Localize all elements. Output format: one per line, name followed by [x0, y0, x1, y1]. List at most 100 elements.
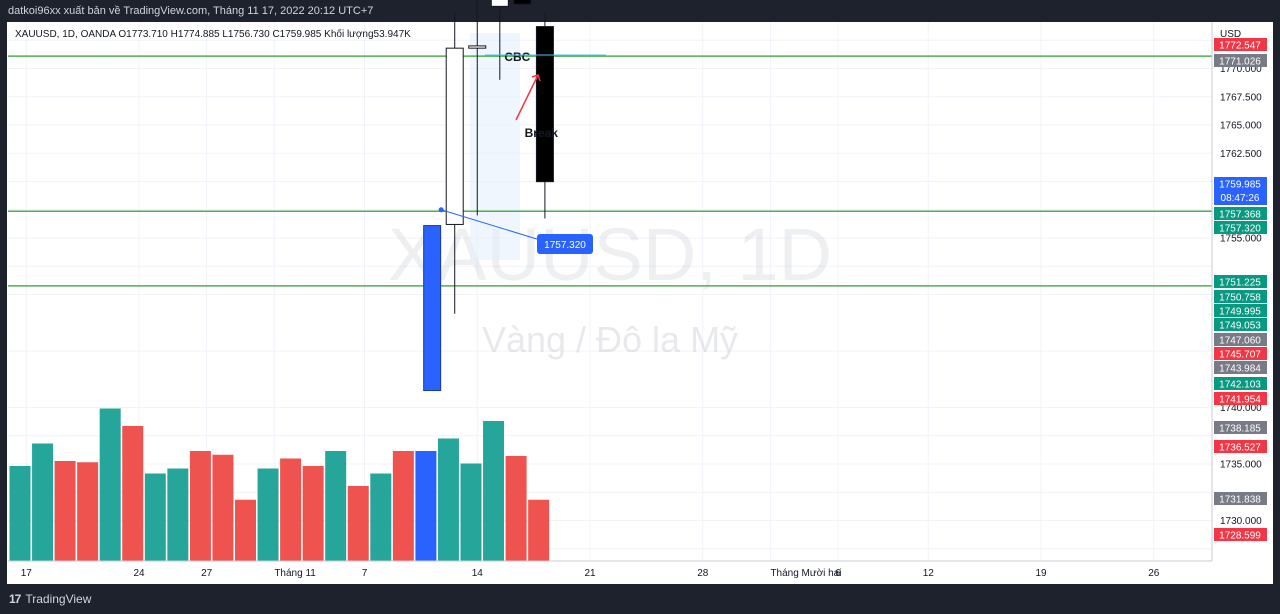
- time-tick-label: 17: [21, 568, 33, 579]
- volume-bar: [437, 438, 459, 561]
- callout-label: 1757.320: [544, 240, 586, 251]
- price-label-tag: [1214, 304, 1267, 317]
- watermark: XAUUSD, 1D Vàng / Đô la Mỹ: [388, 213, 832, 360]
- volume-bar: [122, 426, 144, 561]
- candle-body: [513, 0, 532, 5]
- time-tick-label: 7: [362, 568, 368, 579]
- price-label-tag: [1214, 38, 1267, 51]
- candle: [423, 225, 442, 392]
- volume-bar: [189, 451, 211, 561]
- legend-open: O1773.710: [118, 29, 168, 40]
- price-label: 1738.185: [1219, 424, 1261, 435]
- volume-bar: [54, 461, 76, 561]
- price-label: 1751.225: [1219, 278, 1261, 289]
- volume-bar: [32, 443, 54, 561]
- candle: [513, 0, 532, 7]
- callout-box: [537, 234, 593, 254]
- time-tick-label: 6: [835, 568, 841, 579]
- price-label-tag: [1214, 318, 1267, 331]
- price-label: 1745.707: [1219, 350, 1261, 361]
- candle-body: [468, 45, 487, 49]
- price-label: 1772.547: [1219, 41, 1261, 52]
- legend-volume: Khối lượng53.947K: [324, 29, 411, 40]
- publisher-bar: datkoi96xx xuất bản về TradingView.com, …: [0, 0, 1280, 22]
- time-tick-label: Tháng 11: [274, 568, 316, 579]
- candle-body: [423, 225, 442, 392]
- publisher-text: datkoi96xx xuất bản về TradingView.com, …: [8, 5, 374, 17]
- trend-arrow-line: [515, 74, 539, 121]
- time-tick-label: 21: [584, 568, 596, 579]
- volume-bar: [99, 408, 121, 561]
- price-tick-label: 1730.000: [1220, 516, 1262, 527]
- legend-high: H1774.885: [170, 29, 220, 40]
- price-label: 1747.060: [1219, 336, 1261, 347]
- volume-bar: [392, 451, 414, 561]
- chart-annotation: Break: [525, 126, 559, 140]
- price-label-tag: [1214, 421, 1267, 434]
- price-tick-label: 1767.500: [1220, 92, 1262, 103]
- price-label-tag: [1214, 392, 1267, 405]
- volume-bar: [280, 458, 302, 561]
- footer-bar: 17 TradingView: [0, 584, 1280, 614]
- price-label: 1757.320: [1219, 224, 1261, 235]
- candle-body: [490, 0, 509, 7]
- price-axis: USD1730.0001735.0001740.0001745.0001750.…: [1211, 22, 1273, 561]
- volume-bar: [460, 463, 482, 561]
- price-label-tag: [1214, 492, 1267, 505]
- volume-bar: [528, 499, 550, 561]
- chart-annotation: CBC: [504, 50, 530, 64]
- callout-leader: [441, 209, 541, 241]
- price-label-tag: [1214, 221, 1267, 234]
- volume-bars: [9, 408, 550, 561]
- volume-bar: [483, 421, 505, 561]
- watermark-description: Vàng / Đô la Mỹ: [482, 319, 738, 360]
- price-tick-label: 1740.000: [1220, 403, 1262, 414]
- legend-symbol: XAUUSD, 1D, OANDA: [15, 29, 116, 40]
- price-tick-label: 1735.000: [1220, 460, 1262, 471]
- price-label: 1731.838: [1219, 495, 1261, 506]
- price-label: 1750.758: [1219, 293, 1261, 304]
- legend-low: L1756.730: [222, 29, 270, 40]
- candle: [535, 13, 554, 219]
- time-tick-label: 28: [697, 568, 709, 579]
- order-block-zone: [470, 33, 520, 260]
- time-tick-label: Tháng Mười hai: [770, 568, 841, 579]
- tradingview-brand: TradingView: [25, 592, 92, 606]
- candle: [490, 0, 509, 80]
- price-label-tag: [1214, 54, 1267, 67]
- grid-lines: [8, 22, 1212, 561]
- volume-bar: [370, 473, 392, 561]
- price-label-tag: [1214, 347, 1267, 360]
- legend-close: C1759.985: [272, 29, 322, 40]
- tradingview-logo[interactable]: 17 TradingView: [9, 592, 91, 606]
- volume-bar: [235, 499, 256, 561]
- candle: [468, 0, 487, 216]
- price-tick-label: 1765.000: [1220, 121, 1262, 132]
- price-label-tag: [1214, 377, 1267, 390]
- trend-arrow-head: [531, 74, 541, 82]
- volume-bar: [505, 456, 527, 561]
- time-tick-label: 26: [1148, 568, 1160, 579]
- price-label: 1757.368: [1219, 210, 1261, 221]
- candles: [423, 0, 554, 392]
- price-label: 1749.995: [1219, 307, 1261, 318]
- volume-bar: [415, 451, 437, 561]
- price-label-tag: [1214, 207, 1267, 220]
- price-tick-label: 1755.000: [1220, 234, 1262, 245]
- volume-bar: [167, 468, 189, 561]
- price-label: 1743.984: [1219, 364, 1261, 375]
- candle-body: [445, 47, 464, 225]
- price-tick-label: 1770.000: [1220, 64, 1262, 75]
- countdown-label: 08:47:26: [1221, 193, 1260, 204]
- currency-label: USD: [1220, 29, 1241, 40]
- volume-bar: [77, 462, 99, 561]
- volume-bar: [257, 468, 279, 561]
- price-label-tag: [1214, 290, 1267, 303]
- candle: [445, 12, 464, 314]
- volume-bar: [302, 466, 324, 561]
- volume-bar: [9, 466, 31, 561]
- price-label: 1736.527: [1219, 443, 1261, 454]
- price-label: 1771.026: [1219, 57, 1261, 68]
- price-label: 1749.053: [1219, 321, 1261, 332]
